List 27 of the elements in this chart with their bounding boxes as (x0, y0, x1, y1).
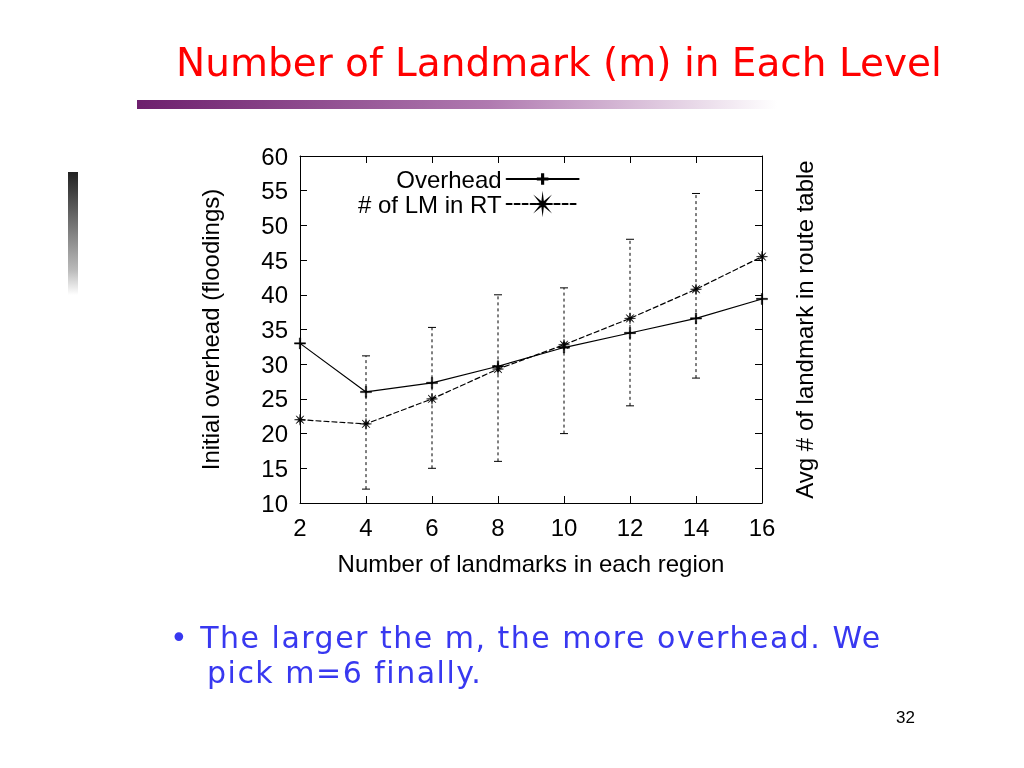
text: • The larger the m, the more overhead. We pick m=6 finally. (170, 620, 882, 690)
legend-label: # of LM in RT (357, 190, 502, 218)
x-tick-label: 8 (491, 513, 505, 541)
y-tick-label: 10 (261, 489, 288, 517)
legend-label: Overhead (396, 165, 502, 193)
x-tick-label: 10 (550, 513, 578, 541)
y-tick-label: 25 (261, 385, 288, 413)
y-axis-title: Initial overhead (floodings) (196, 188, 224, 471)
y-tick-label: 20 (261, 420, 288, 448)
x-axis-title: Number of landmarks in each region (337, 549, 725, 577)
x-tick-label: 16 (748, 513, 776, 541)
x-tick-label: 14 (682, 513, 710, 541)
y-tick-label: 35 (261, 316, 288, 343)
x-tick-label: 12 (616, 513, 644, 541)
y-tick-label: 30 (261, 350, 288, 378)
y-tick-label: 45 (261, 246, 288, 274)
chart-title: Number of Landmark (m) in Each Level (176, 40, 942, 85)
y-tick-label: 50 (261, 211, 288, 239)
text: 32 (896, 708, 915, 728)
x-tick-label: 6 (425, 513, 439, 541)
y2-axis-title: Avg # of landmark in route table (790, 160, 818, 499)
y-tick-label: 40 (261, 281, 288, 309)
x-tick-label: 2 (293, 513, 307, 541)
y-tick-label: 60 (261, 142, 288, 170)
y-tick-label: 55 (261, 177, 288, 205)
x-tick-label: 4 (359, 513, 373, 541)
y-tick-label: 15 (261, 454, 288, 482)
